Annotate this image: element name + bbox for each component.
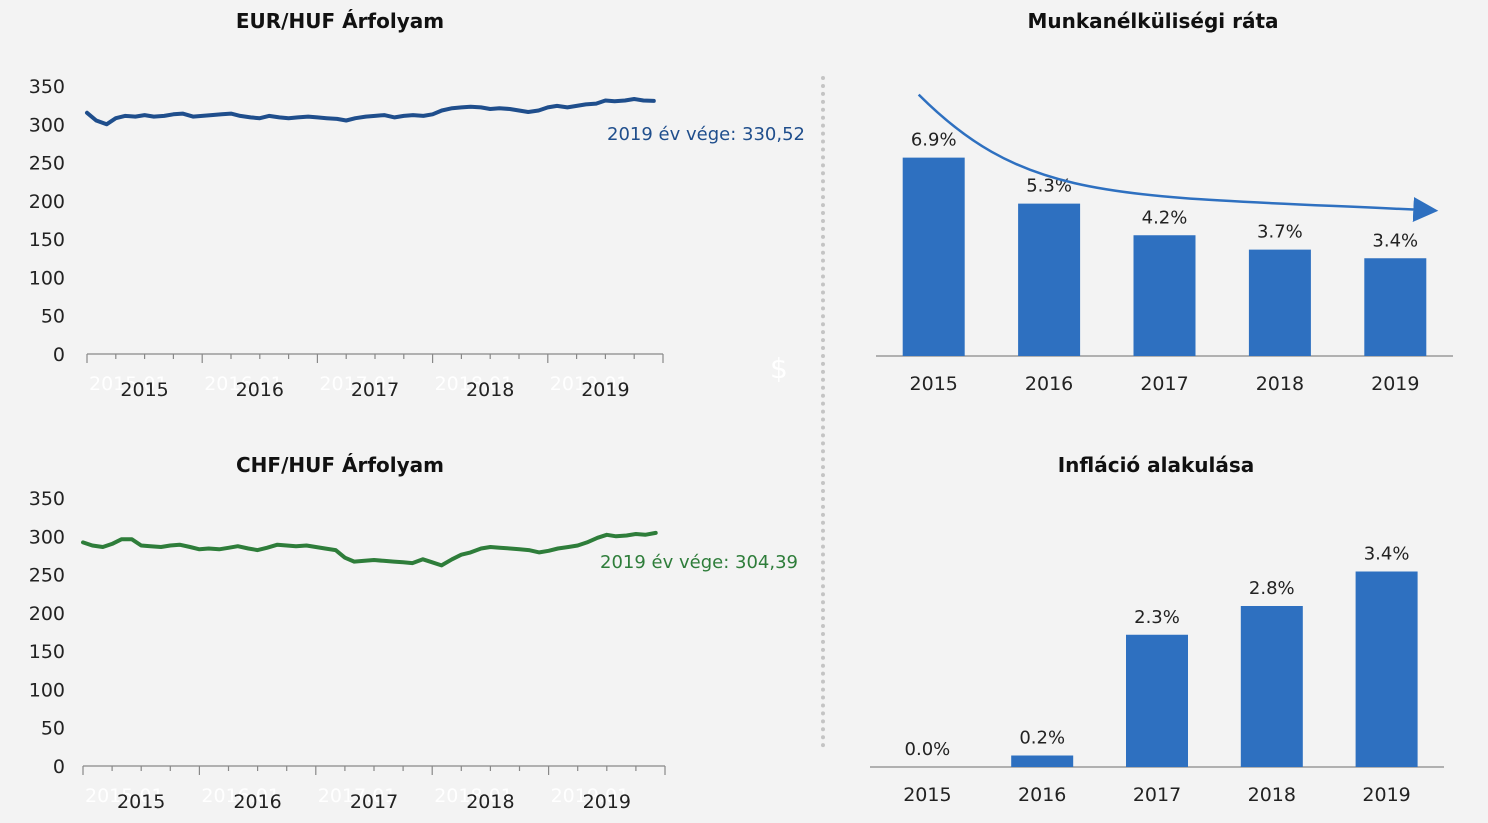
x-tick-label: 2019 [581, 379, 629, 401]
x-tick-label: 2017 [1133, 784, 1181, 806]
x-tick-label: 2017 [351, 379, 399, 401]
bar [902, 157, 965, 356]
data-label: 2.3% [1134, 607, 1180, 628]
y-tick-label: 100 [29, 267, 65, 289]
bar [1248, 249, 1311, 356]
data-label: 0.0% [905, 739, 951, 760]
year-end-annotation: 2019 év vége: 330,52 [607, 124, 805, 145]
watermark: $ [770, 352, 788, 385]
x-tick-label-faint: 2019.01 [550, 373, 629, 395]
y-tick-label: 250 [29, 153, 65, 175]
x-tick-label: 2018 [1256, 373, 1304, 395]
year-end-annotation: 2019 év vége: 304,39 [600, 552, 798, 573]
y-tick-label: 150 [29, 229, 65, 251]
x-tick-label-faint: 2017.01 [319, 373, 398, 395]
x-tick-label: 2015 [120, 379, 168, 401]
x-tick-label: 2016 [1018, 784, 1066, 806]
data-label: 0.2% [1019, 728, 1065, 749]
x-tick-label: 2018 [1248, 784, 1296, 806]
x-tick-label: 2015 [910, 373, 958, 395]
data-label: 3.4% [1364, 544, 1410, 565]
x-tick-label-faint: 2016.01 [201, 785, 280, 807]
bar [1011, 755, 1074, 767]
y-tick-label: 300 [29, 114, 65, 136]
data-label: 4.2% [1142, 207, 1188, 228]
x-tick-label-faint: 2015.01 [85, 785, 164, 807]
x-tick-label: 2019 [1362, 784, 1410, 806]
x-tick-label-faint: 2019.01 [551, 785, 630, 807]
y-tick-label: 150 [29, 641, 65, 663]
x-tick-label: 2016 [236, 379, 284, 401]
bar [1364, 258, 1427, 356]
bar [1355, 571, 1418, 767]
chart-title: Infláció alakulása [1058, 453, 1255, 477]
y-tick-label: 0 [53, 344, 65, 366]
chart-title: Munkanélküliségi ráta [1027, 9, 1278, 33]
x-tick-label: 2018 [466, 379, 514, 401]
trend-arrow [917, 93, 1439, 223]
x-tick-label: 2015 [903, 784, 951, 806]
x-tick-label: 2017 [350, 791, 398, 813]
y-tick-label: 50 [41, 306, 65, 328]
inflation-chart: Infláció alakulása 0.0% 2015 0.2% 2016 2.3% 20… [870, 453, 1444, 806]
bar [1126, 634, 1188, 767]
data-label: 5.3% [1026, 176, 1072, 197]
x-tick-label: 2016 [1025, 373, 1073, 395]
x-tick-label-faint: 2018.01 [435, 373, 514, 395]
y-tick-label: 350 [29, 488, 65, 510]
x-tick-label: 2018 [466, 791, 514, 813]
x-tick-label: 2016 [233, 791, 281, 813]
data-label: 2.8% [1249, 578, 1295, 599]
x-tick-label: 2019 [583, 791, 631, 813]
series-line [85, 97, 656, 127]
x-tick-label: 2019 [1371, 373, 1419, 395]
x-tick-label-faint: 2015.01 [89, 373, 168, 395]
chart-title: CHF/HUF Árfolyam [236, 453, 444, 477]
data-label: 3.7% [1257, 222, 1303, 243]
data-label: 6.9% [911, 130, 957, 151]
unemployment-chart: Munkanélküliségi ráta 6.9% 2015 5.3% 2016 4.2… [876, 9, 1453, 395]
x-tick-label-faint: 2016.01 [204, 373, 283, 395]
data-label: 3.4% [1372, 230, 1418, 251]
eur-huf-chart: EUR/HUF Árfolyam 0 50 100 150 200 250 300 350 201… [29, 9, 805, 401]
series-line [81, 530, 658, 568]
y-tick-label: 0 [53, 756, 65, 778]
y-tick-label: 350 [29, 76, 65, 98]
y-tick-label: 50 [41, 718, 65, 740]
x-tick-label-faint: 2017.01 [318, 785, 397, 807]
chf-huf-chart: CHF/HUF Árfolyam 0 50 100 150 200 250 300 350 201… [29, 453, 798, 813]
chart-title: EUR/HUF Árfolyam [236, 9, 444, 33]
y-tick-label: 250 [29, 565, 65, 587]
bar [1018, 203, 1081, 356]
y-tick-label: 200 [29, 603, 65, 625]
bar [1240, 606, 1303, 767]
x-tick-label-faint: 2018.01 [434, 785, 513, 807]
y-tick-label: 300 [29, 526, 65, 548]
panel-divider [821, 76, 825, 748]
y-tick-label: 100 [29, 679, 65, 701]
bar [1133, 235, 1196, 356]
y-tick-label: 200 [29, 191, 65, 213]
x-tick-label: 2015 [117, 791, 165, 813]
x-tick-label: 2017 [1140, 373, 1188, 395]
